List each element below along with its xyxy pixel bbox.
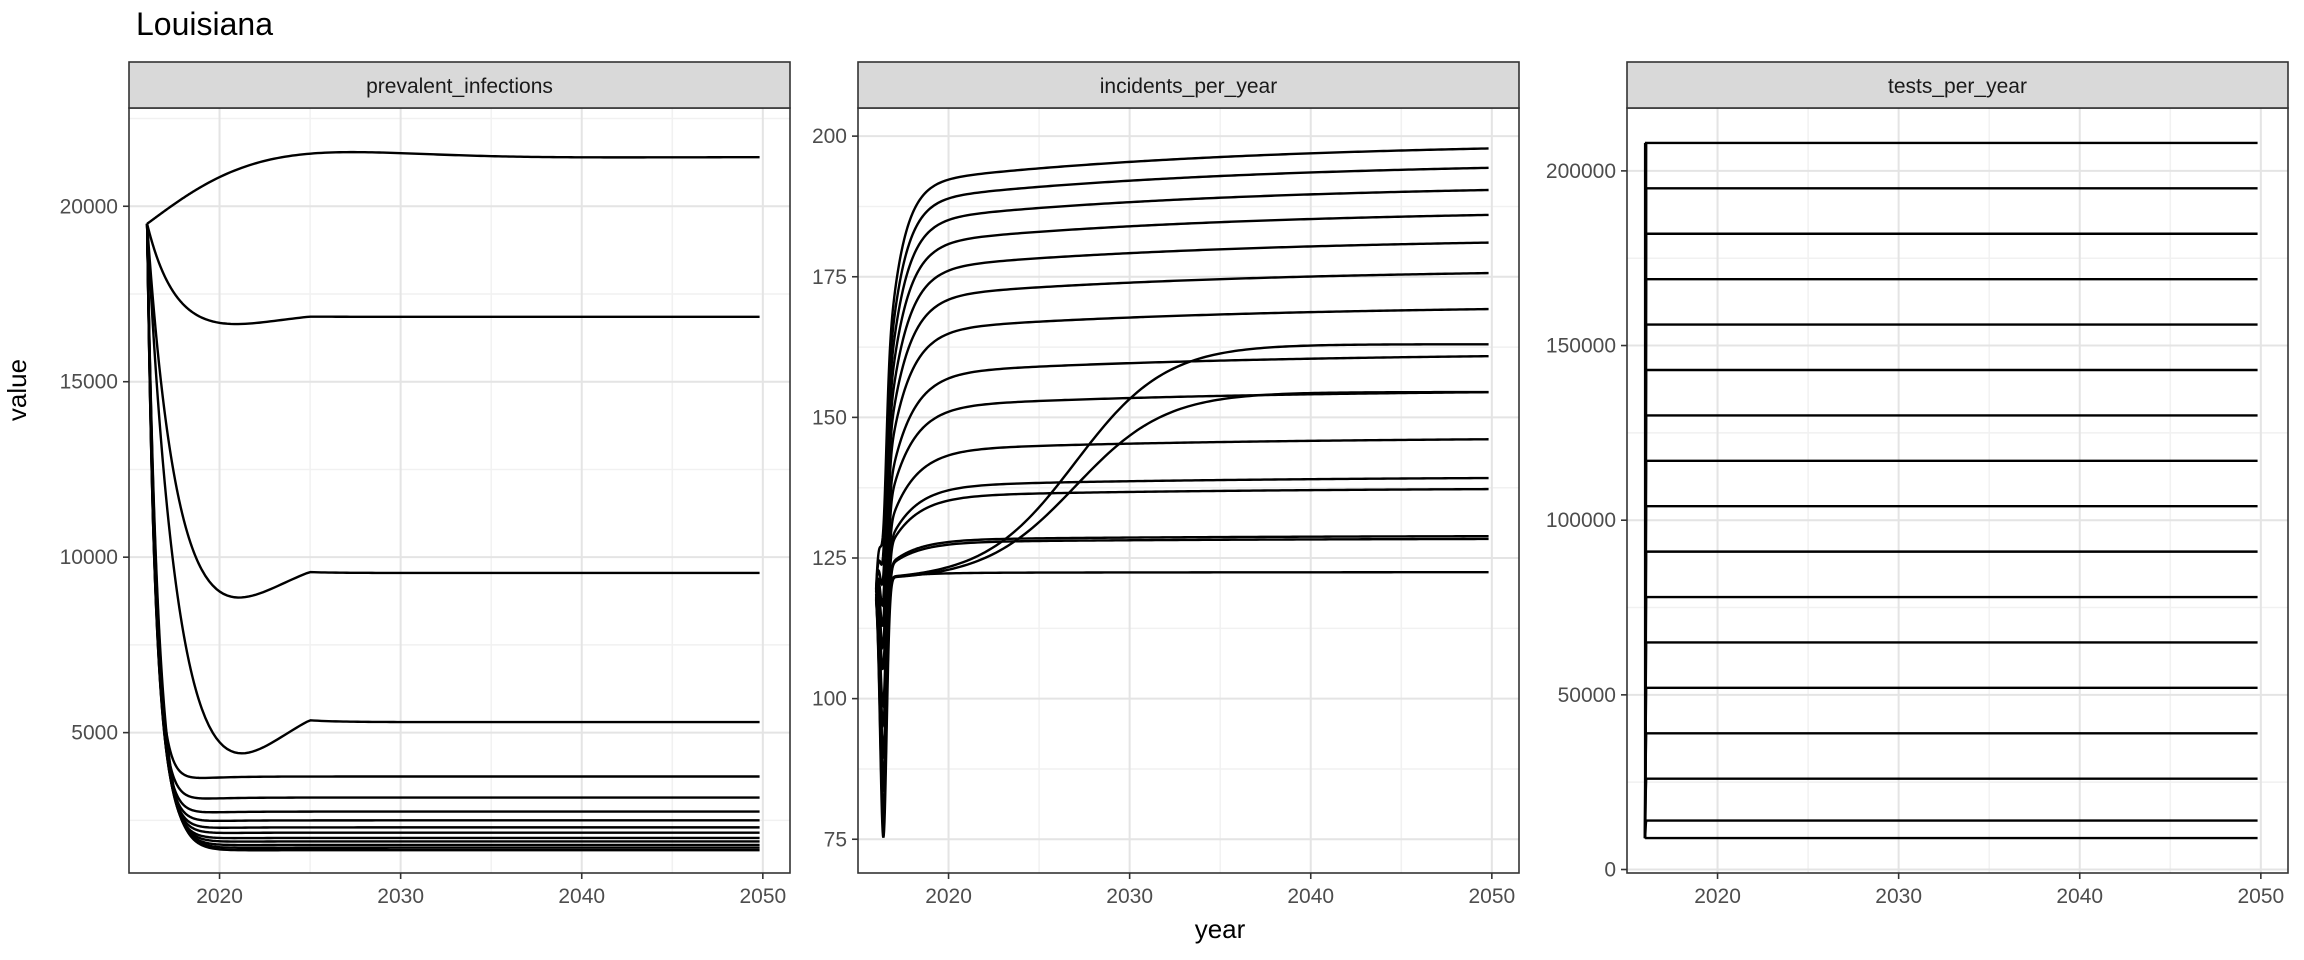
series-line [1643,595,2258,839]
series-line [145,223,760,755]
series-line [145,223,760,326]
x-tick-label: 2040 [2056,885,2103,908]
series-line [1643,819,2258,839]
series-line [874,166,1489,590]
series-line [146,150,760,225]
series-line [1643,459,2258,839]
y-tick-label: 125 [812,547,847,570]
x-tick-label: 2020 [1694,885,1741,908]
y-tick-label: 15000 [60,371,118,394]
series-line [1643,505,2258,839]
y-tick-label: 100 [812,688,847,711]
panel-tests_per_year: tests_per_year 2020 2030 2040 2050 0 50000 1000… [1546,61,2289,908]
facet-strip [128,61,791,109]
x-axis-label: year [1194,914,1246,944]
series-line [145,223,760,852]
series-line [874,570,1489,838]
series-line [875,354,1489,709]
y-tick-label: 50000 [1558,684,1616,707]
panel-incidents_per_year: incidents_per_year 2020 2030 2040 2050 75 100 1… [812,61,1520,908]
y-tick-label: 0 [1604,859,1616,882]
series-line [1643,686,2258,839]
x-tick-label: 2050 [1468,885,1515,908]
series-line [1643,777,2258,839]
plot-area [1627,108,2288,873]
series-line [1643,187,2258,839]
series-line [1643,232,2258,839]
series-line [874,271,1489,651]
figure-title: Louisiana [136,6,273,42]
facet-label: incidents_per_year [1100,75,1277,98]
series-line [874,213,1489,608]
x-tick-label: 2040 [1287,885,1334,908]
y-tick-label: 200000 [1546,160,1616,183]
y-tick-label: 150000 [1546,335,1616,358]
y-axis-label: value [2,358,32,422]
x-tick-label: 2040 [558,885,605,908]
series-line [1643,323,2258,839]
y-tick-label: 150 [812,406,847,429]
facet-strip [1626,61,2289,109]
series-line [874,188,1489,591]
facet-label: prevalent_infections [366,75,553,98]
x-tick-label: 2050 [2237,885,2284,908]
series-line [1643,732,2258,839]
y-tick-label: 20000 [60,195,118,218]
y-tick-label: 10000 [60,546,118,569]
y-tick-label: 200 [812,125,847,148]
series-line [874,307,1489,671]
series-line [1643,141,2258,839]
series-line [1643,414,2258,839]
x-tick-label: 2050 [739,885,786,908]
series-line [874,438,1489,760]
facet-label: tests_per_year [1888,75,2027,98]
x-tick-label: 2020 [925,885,972,908]
series-line [874,147,1489,589]
series-line [1643,277,2258,839]
y-tick-label: 175 [812,266,847,289]
series-line [1643,641,2258,839]
series-line [145,223,760,599]
series-line [874,476,1489,780]
y-tick-label: 100000 [1546,509,1616,532]
panel-prevalent_infections: prevalent_infections 2020 2030 2040 2050 5000… [60,61,791,908]
plot-area [129,108,790,873]
series-line [874,241,1489,627]
series-line [874,487,1489,794]
y-tick-label: 75 [824,828,847,851]
x-tick-label: 2030 [1106,885,1153,908]
x-tick-label: 2020 [196,885,243,908]
x-tick-label: 2030 [377,885,424,908]
series-line [1643,368,2258,839]
x-tick-label: 2030 [1875,885,1922,908]
series-line [1643,550,2258,839]
y-tick-label: 5000 [71,722,118,745]
facet-strip [857,61,1520,109]
series-line [874,537,1489,822]
